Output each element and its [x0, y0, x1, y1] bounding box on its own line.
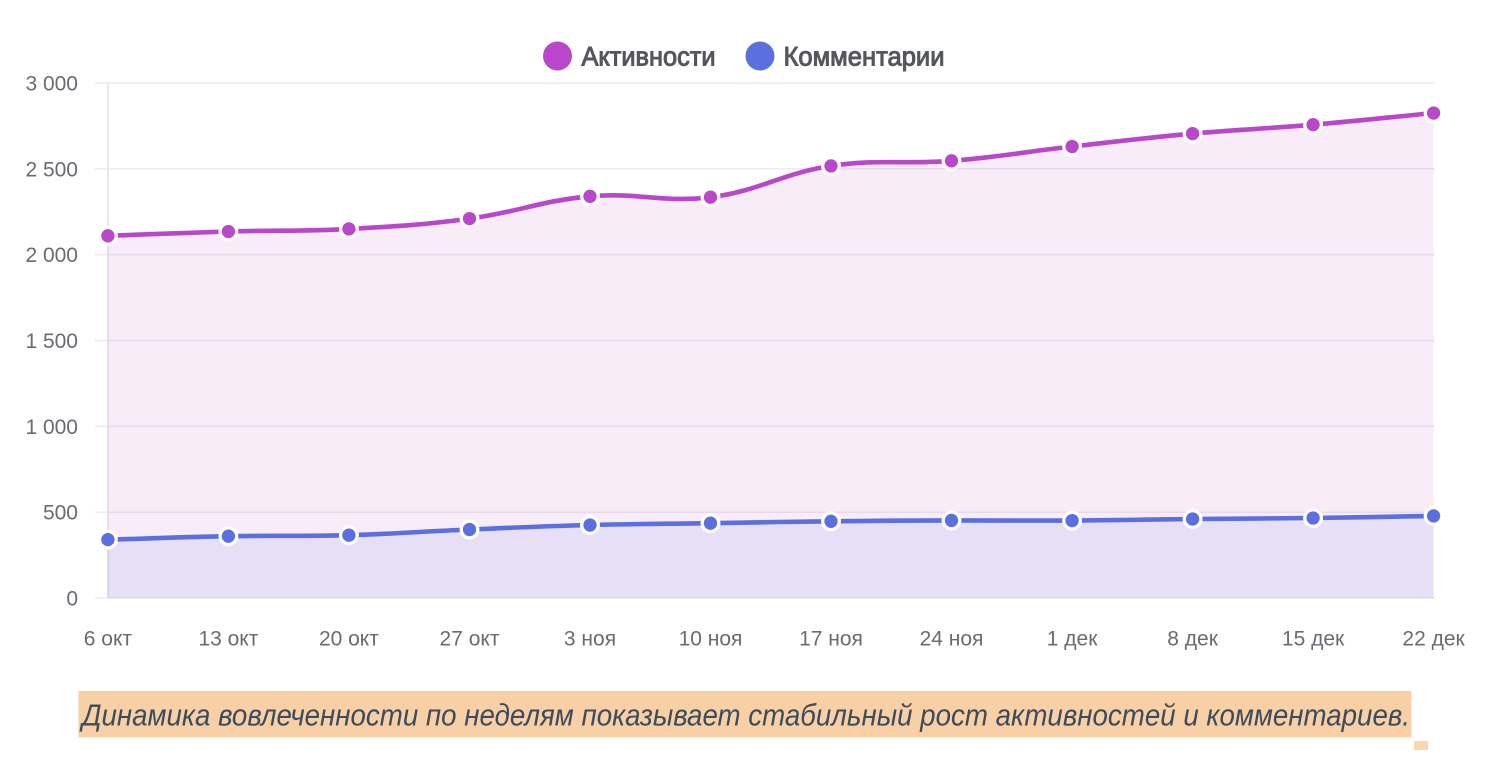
svg-text:27 окт: 27 окт: [440, 628, 500, 651]
svg-text:24 ноя: 24 ноя: [920, 628, 984, 651]
svg-text:22 дек: 22 дек: [1402, 628, 1465, 651]
svg-text:15 дек: 15 дек: [1282, 628, 1345, 651]
svg-text:10 ноя: 10 ноя: [679, 628, 743, 651]
svg-text:17 ноя: 17 ноя: [799, 628, 863, 651]
svg-text:1 500: 1 500: [25, 330, 78, 353]
svg-text:0: 0: [66, 588, 78, 611]
svg-text:13 окт: 13 окт: [198, 628, 258, 651]
svg-text:Комментарии: Комментарии: [784, 42, 945, 72]
svg-text:2 000: 2 000: [25, 244, 78, 267]
svg-text:1 000: 1 000: [25, 416, 78, 439]
svg-text:Динамика вовлеченности по неде: Динамика вовлеченности по неделям показы…: [79, 698, 1410, 733]
svg-text:1 дек: 1 дек: [1047, 628, 1098, 651]
svg-text:6 окт: 6 окт: [84, 628, 133, 651]
svg-text:8 дек: 8 дек: [1167, 628, 1218, 651]
svg-text:2 500: 2 500: [25, 158, 78, 181]
svg-text:3 000: 3 000: [25, 73, 78, 96]
svg-text:20 окт: 20 окт: [319, 628, 379, 651]
svg-text:Активности: Активности: [582, 42, 716, 72]
svg-text:500: 500: [43, 502, 78, 525]
svg-text:3 ноя: 3 ноя: [564, 628, 616, 651]
